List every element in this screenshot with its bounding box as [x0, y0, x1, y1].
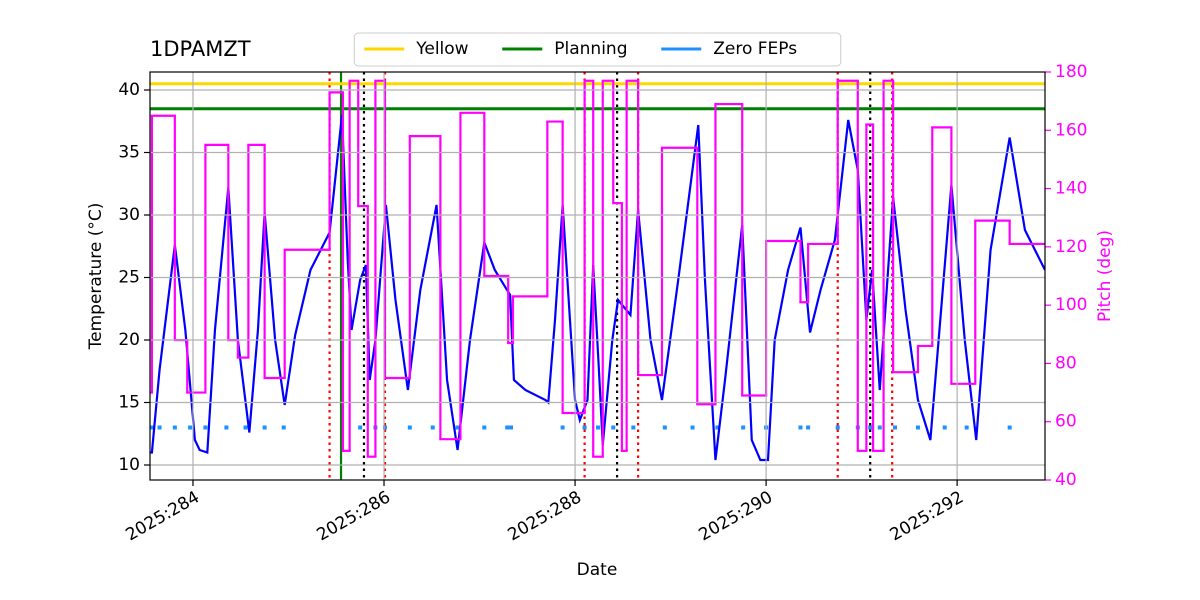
fep-dot	[455, 425, 460, 430]
fep-dot	[631, 425, 636, 430]
fep-dot	[964, 425, 969, 430]
plot-frame	[149, 71, 1046, 481]
chart-title: 1DPAMZT	[150, 37, 251, 61]
fep-dot	[690, 425, 695, 430]
y-axis-label: Temperature (°C)	[86, 203, 106, 351]
fep-dot	[505, 425, 510, 430]
y-tick-label: 30	[118, 205, 140, 225]
fep-dot	[942, 425, 947, 430]
y-tick-label: 15	[118, 393, 140, 413]
fep-dot	[806, 425, 811, 430]
y-tick-label: 35	[118, 143, 140, 163]
fep-dot	[877, 425, 882, 430]
fep-dot	[203, 425, 208, 430]
y-tick-label: 40	[118, 80, 140, 100]
fep-dot	[482, 425, 487, 430]
legend-label: Yellow	[415, 39, 468, 59]
y2-tick-label: 140	[1055, 179, 1087, 199]
y2-tick-label: 80	[1055, 353, 1077, 373]
temperature-line	[150, 114, 1045, 462]
fep-dot	[150, 425, 154, 430]
fep-dot	[582, 425, 587, 430]
y2-axis-label: Pitch (deg)	[1095, 230, 1115, 322]
y-tick-label: 10	[118, 455, 140, 475]
y2-tick-label: 100	[1055, 295, 1087, 315]
y2-tick-label: 180	[1055, 62, 1087, 82]
y-tick-label: 20	[118, 330, 140, 350]
fep-dot	[611, 425, 616, 430]
fep-dot	[715, 425, 720, 430]
y2-tick-label: 40	[1055, 470, 1077, 490]
fep-dot	[560, 425, 565, 430]
fep-dot	[172, 425, 177, 430]
y-tick-label: 25	[118, 268, 140, 288]
fep-dot	[157, 425, 162, 430]
fep-dot	[188, 425, 193, 430]
fep-dot	[382, 425, 387, 430]
fep-dot	[509, 425, 514, 430]
fep-dot	[662, 425, 667, 430]
y2-tick-label: 160	[1055, 120, 1087, 140]
fep-dot	[893, 425, 898, 430]
fep-dot	[430, 425, 435, 430]
legend-box	[353, 32, 842, 67]
y2-tick-label: 120	[1055, 237, 1087, 257]
fep-dot	[224, 425, 229, 430]
legend-label: Zero FEPs	[713, 39, 797, 59]
plot	[150, 72, 1045, 480]
fep-dot	[358, 425, 363, 430]
legend-label: Planning	[554, 39, 627, 59]
fep-dot	[407, 425, 412, 430]
fep-dot	[281, 425, 286, 430]
fep-dot	[868, 425, 873, 430]
fep-dot	[1007, 425, 1012, 430]
fep-dot	[595, 425, 600, 430]
fep-dot	[798, 425, 803, 430]
fep-dot	[915, 425, 920, 430]
fep-dot	[243, 425, 248, 430]
y2-tick-label: 60	[1055, 412, 1077, 432]
fep-dot	[262, 425, 267, 430]
fep-dot	[835, 425, 840, 430]
x-axis-label: Date	[577, 560, 618, 580]
fep-dot	[741, 425, 746, 430]
